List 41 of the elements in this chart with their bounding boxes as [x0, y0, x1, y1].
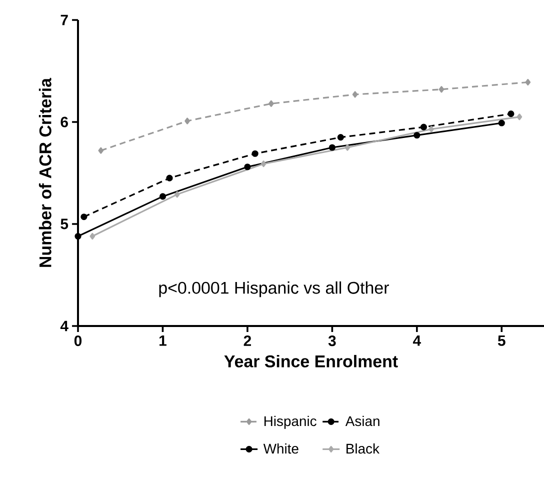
point	[80, 214, 88, 220]
y-tick-label: 4	[60, 320, 68, 332]
point	[525, 78, 531, 86]
point	[516, 114, 522, 120]
point	[159, 193, 166, 200]
legend-label: Hispanic	[264, 416, 316, 429]
annotation: p<0.0001 Hispanic vs all Other	[159, 281, 389, 298]
point	[174, 191, 180, 198]
point	[184, 118, 190, 124]
point	[90, 232, 96, 240]
point	[98, 147, 104, 154]
point	[337, 134, 344, 141]
point	[344, 144, 350, 151]
x-tick-label: 0	[74, 335, 82, 346]
legend-label: White	[263, 443, 298, 454]
point	[244, 164, 251, 170]
x-tick-label: 5	[498, 336, 506, 346]
point	[166, 174, 173, 182]
x-tick-label: 4	[412, 336, 421, 346]
point	[252, 150, 258, 157]
point	[414, 132, 420, 139]
x-tick-label: 3	[328, 335, 336, 346]
point	[498, 120, 505, 126]
x-axis-title: Year Since Enrolment	[224, 354, 398, 368]
legend-label: Black	[346, 443, 380, 454]
point	[428, 126, 434, 132]
point	[438, 86, 444, 93]
x-tick-label: 1	[160, 336, 166, 346]
point	[328, 144, 336, 151]
point	[260, 160, 266, 168]
y-axis-title: Number of ACR Criteria	[38, 78, 52, 267]
y-tick-label: 5	[60, 218, 68, 230]
point	[352, 91, 358, 98]
point	[268, 100, 274, 107]
point	[420, 124, 427, 130]
y-tick-label: 7	[60, 14, 68, 26]
point	[74, 232, 82, 240]
legend-label: Asian	[345, 416, 380, 426]
point	[508, 110, 514, 118]
x-tick-label: 2	[244, 335, 252, 346]
y-tick-label: 6	[60, 116, 68, 128]
